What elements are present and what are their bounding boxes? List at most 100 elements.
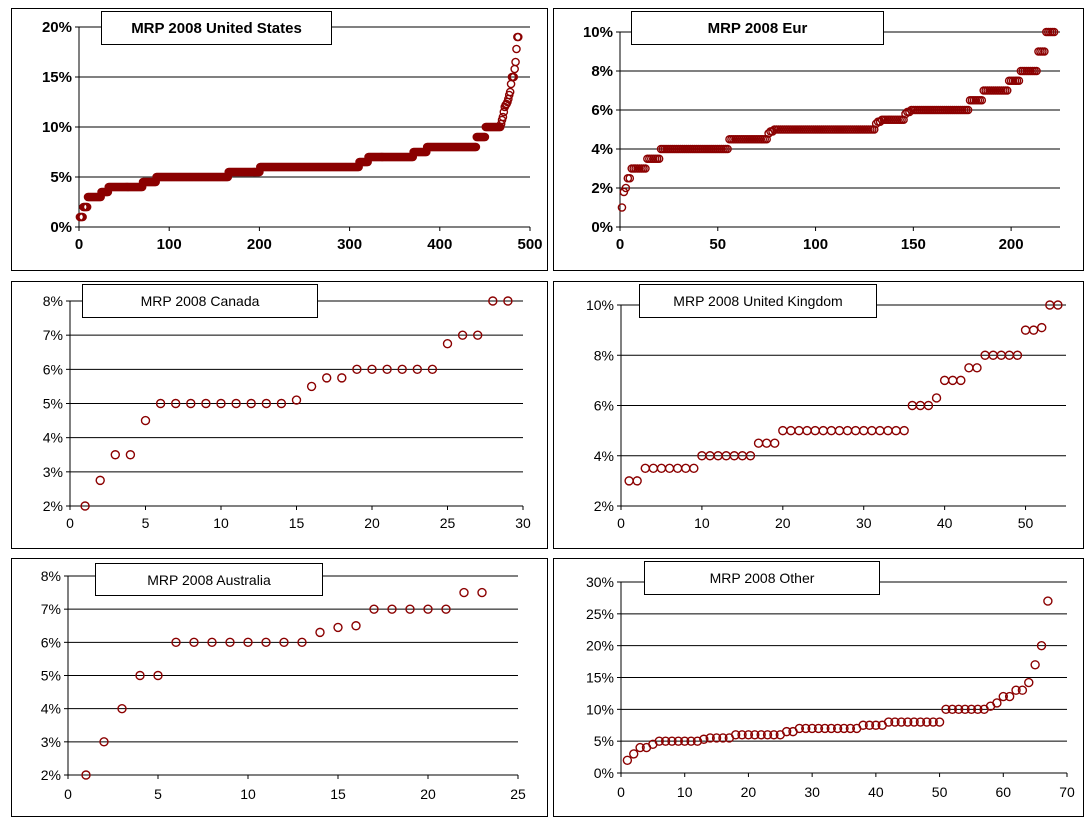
data-point	[1032, 66, 1041, 76]
data-point	[95, 475, 105, 486]
data-point	[405, 604, 415, 614]
x-tick-label: 25	[510, 786, 526, 802]
data-point	[505, 87, 515, 97]
data-point	[171, 637, 181, 648]
x-tick-label: 20	[775, 515, 791, 531]
y-tick-label: 2%	[43, 498, 63, 514]
data-point	[246, 398, 256, 409]
data-point	[673, 736, 684, 746]
data-point	[423, 604, 433, 614]
data-point	[801, 723, 811, 734]
chart-svg: 0% 2% 4% 6% 8% 10% 0 50 100 150 200	[583, 24, 1060, 253]
data-point	[1053, 300, 1063, 310]
data-point	[207, 637, 217, 648]
data-point	[762, 134, 771, 144]
data-point	[977, 95, 987, 105]
data-point	[82, 202, 92, 212]
data-point	[654, 154, 664, 164]
data-point	[1012, 350, 1023, 360]
y-tick-label: 15%	[42, 69, 72, 86]
y-tick-label: 20%	[42, 19, 72, 36]
data-point	[923, 400, 934, 411]
x-tick-label: 70	[1059, 784, 1075, 800]
y-tick-label: 4%	[591, 141, 613, 158]
data-point	[769, 730, 779, 740]
chart-title: MRP 2008 Canada	[82, 284, 318, 318]
data-point	[871, 720, 881, 730]
data-point	[745, 451, 756, 461]
data-point	[956, 375, 966, 386]
chart-svg: 0% 5% 10% 15% 20% 0 100 200 300 400 500	[42, 19, 543, 253]
data-point	[883, 425, 893, 436]
x-tick-label: 60	[995, 784, 1011, 800]
data-point	[909, 717, 919, 727]
data-point	[810, 425, 820, 436]
data-point	[743, 730, 754, 740]
x-tick-label: 100	[157, 236, 182, 253]
x-tick-label: 50	[932, 784, 948, 800]
data-point	[761, 438, 772, 448]
x-tick-label: 300	[337, 236, 362, 253]
data-point	[1004, 691, 1015, 702]
data-point	[864, 720, 875, 730]
y-tick-label: 10%	[583, 24, 613, 41]
x-tick-label: 0	[75, 236, 83, 253]
data-point	[81, 770, 91, 780]
data-point	[1036, 640, 1047, 651]
data-point	[756, 730, 766, 740]
data-point	[762, 730, 773, 740]
data-point	[966, 704, 977, 715]
data-point	[723, 144, 732, 154]
data-point	[786, 425, 796, 436]
x-tick-label: 0	[66, 515, 74, 531]
data-point	[201, 398, 211, 409]
data-point	[1040, 47, 1049, 56]
data-point	[498, 112, 508, 122]
data-point	[625, 173, 635, 183]
data-point	[480, 132, 490, 142]
data-point	[648, 463, 659, 474]
data-point	[279, 637, 289, 648]
y-tick-label: 2%	[41, 767, 61, 783]
y-tick-label: 8%	[43, 293, 63, 309]
y-tick-label: 30%	[586, 574, 614, 590]
chart-panel-australia: 2% 3% 4% 5% 6% 7% 8% 0 5 10 15 20 25 MRP 2008 Austral…	[11, 558, 548, 817]
x-tick-label: 100	[803, 236, 828, 253]
data-point	[412, 364, 422, 375]
data-point	[315, 627, 325, 638]
data-point	[225, 637, 235, 648]
data-point	[333, 622, 343, 633]
data-point	[963, 105, 973, 115]
data-point	[699, 734, 709, 744]
y-tick-label: 6%	[594, 398, 614, 414]
data-point	[656, 463, 667, 474]
data-point	[770, 438, 780, 448]
data-point	[441, 604, 451, 614]
data-point	[1017, 685, 1028, 695]
data-point	[1043, 596, 1053, 606]
data-point	[473, 330, 483, 340]
data-point	[140, 415, 151, 426]
data-point	[78, 212, 87, 222]
data-point	[617, 203, 627, 212]
data-point	[718, 733, 728, 743]
data-point	[896, 717, 907, 727]
data-point	[513, 32, 523, 42]
data-point	[80, 501, 90, 511]
data-point	[794, 425, 804, 436]
data-point	[941, 704, 951, 715]
x-tick-label: 0	[616, 236, 624, 253]
data-point	[186, 398, 196, 409]
data-point	[972, 363, 982, 373]
data-point	[641, 164, 650, 173]
data-point	[730, 730, 741, 740]
data-point	[672, 463, 683, 474]
data-point	[998, 691, 1008, 702]
data-point	[705, 733, 715, 743]
data-point	[503, 296, 513, 306]
chart-title: MRP 2008 Other	[644, 561, 880, 595]
data-point	[640, 463, 650, 474]
data-point	[947, 704, 958, 715]
data-point	[826, 425, 837, 436]
data-point	[778, 425, 788, 436]
